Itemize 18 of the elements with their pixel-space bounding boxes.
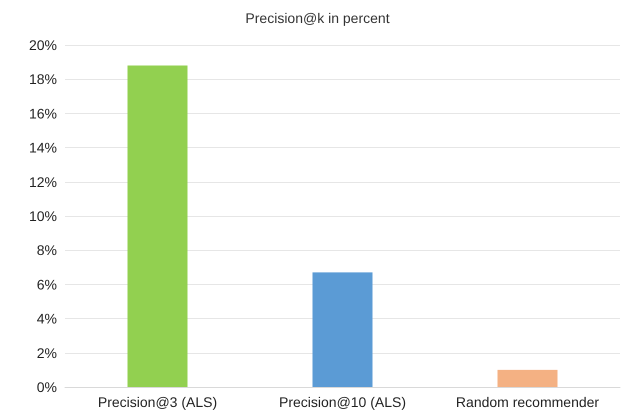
x-tick-label: Precision@10 (ALS) xyxy=(278,394,406,410)
y-tick-label: 14% xyxy=(28,140,57,156)
y-tick-label: 12% xyxy=(28,174,57,190)
y-tick-label: 0% xyxy=(36,379,57,395)
y-tick-label: 20% xyxy=(28,37,57,53)
y-tick-label: 4% xyxy=(36,310,57,327)
y-tick-label: 16% xyxy=(28,105,57,122)
x-tick-label: Precision@3 (ALS) xyxy=(98,394,218,410)
y-tick-label: 18% xyxy=(28,71,57,88)
y-tick-label: 2% xyxy=(36,344,57,361)
y-tick-label: 8% xyxy=(36,242,57,258)
bar xyxy=(312,272,372,387)
bar xyxy=(498,370,558,387)
chart-title: Precision@k in percent xyxy=(245,10,390,26)
y-tick-label: 10% xyxy=(28,208,57,224)
bar xyxy=(128,66,188,387)
y-tick-label: 6% xyxy=(36,276,57,292)
x-tick-label: Random recommender xyxy=(456,394,600,410)
